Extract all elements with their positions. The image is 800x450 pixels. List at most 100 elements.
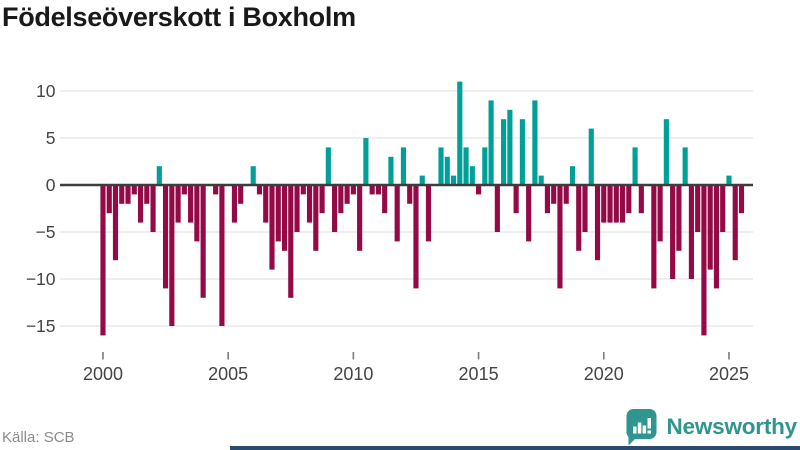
- bar-2008-Q3: [313, 185, 319, 251]
- bar-2017-Q3: [538, 175, 544, 185]
- x-axis-label-2025: 2025: [709, 364, 749, 384]
- y-axis-label--15: −15: [26, 316, 56, 336]
- bar-2016-Q3: [513, 185, 519, 214]
- bar-2025-Q3: [738, 185, 745, 214]
- bar-2001-Q4: [144, 185, 150, 204]
- bar-2025-Q1: [726, 175, 732, 185]
- bar-2020-Q4: [619, 185, 626, 223]
- bar-2006-Q2: [256, 185, 263, 195]
- x-axis-label-2005: 2005: [208, 364, 248, 384]
- bar-2006-Q3: [263, 185, 269, 223]
- bar-2023-Q4: [695, 185, 701, 232]
- bar-2001-Q3: [137, 185, 144, 223]
- bar-2024-Q3: [713, 185, 720, 289]
- bar-2010-Q1: [350, 185, 356, 195]
- bar-2015-Q3: [488, 100, 494, 185]
- bar-2010-Q2: [357, 185, 363, 251]
- bar-2019-Q1: [576, 185, 582, 251]
- bar-2018-Q1: [551, 185, 557, 204]
- bar-2007-Q1: [275, 185, 281, 242]
- bar-2024-Q2: [707, 185, 713, 270]
- y-axis-label--10: −10: [26, 269, 56, 289]
- bar-2003-Q4: [194, 185, 200, 242]
- x-axis-label-2010: 2010: [333, 364, 373, 384]
- bar-2006-Q1: [250, 166, 256, 185]
- bar-2006-Q4: [269, 185, 275, 270]
- page-title: Födelseöverskott i Boxholm: [2, 2, 356, 32]
- bar-2008-Q4: [319, 185, 325, 214]
- bar-2023-Q2: [682, 147, 688, 185]
- bar-2012-Q2: [407, 185, 413, 204]
- bar-2021-Q3: [638, 185, 644, 214]
- bar-2003-Q3: [188, 185, 194, 223]
- bar-2004-Q1: [200, 185, 206, 298]
- bar-2016-Q2: [507, 109, 513, 185]
- bar-2014-Q1: [450, 175, 457, 185]
- bar-2009-Q3: [338, 185, 344, 214]
- bottom-banner-strip: [230, 446, 800, 450]
- bar-2020-Q1: [601, 185, 607, 223]
- x-axis-label-2000: 2000: [83, 364, 123, 384]
- bar-2007-Q3: [288, 185, 294, 298]
- bar-2004-Q3: [213, 185, 219, 195]
- bar-2002-Q2: [156, 166, 162, 185]
- bar-2010-Q3: [363, 138, 369, 185]
- x-axis-label-2020: 2020: [584, 364, 624, 384]
- bar-2011-Q3: [388, 156, 394, 185]
- bar-2014-Q2: [457, 81, 463, 185]
- bar-2015-Q1: [476, 185, 482, 195]
- bar-2012-Q1: [400, 147, 407, 185]
- bar-2023-Q3: [688, 185, 694, 279]
- bar-2004-Q4: [219, 185, 225, 326]
- bar-2018-Q4: [569, 166, 576, 185]
- bar-2024-Q4: [720, 185, 726, 232]
- bar-2022-Q3: [663, 119, 669, 185]
- bar-2018-Q2: [557, 185, 563, 289]
- bar-2008-Q2: [306, 185, 313, 223]
- bar-2000-Q4: [119, 185, 125, 204]
- bar-2022-Q4: [670, 185, 676, 279]
- bar-2019-Q2: [582, 185, 588, 232]
- bar-2017-Q2: [532, 100, 538, 185]
- bar-2005-Q3: [238, 185, 244, 204]
- y-axis-label--5: −5: [36, 222, 56, 242]
- source-note: Källa: SCB: [2, 429, 75, 446]
- bar-2005-Q2: [231, 185, 238, 223]
- bar-2019-Q3: [588, 128, 594, 185]
- bar-2002-Q4: [169, 185, 175, 326]
- bar-2008-Q1: [300, 185, 306, 195]
- y-axis-label-5: 5: [46, 128, 56, 148]
- bar-2009-Q1: [325, 147, 331, 185]
- bar-2022-Q2: [657, 185, 663, 242]
- bar-2007-Q2: [281, 185, 288, 251]
- bar-2007-Q4: [294, 185, 300, 232]
- bar-2011-Q2: [382, 185, 388, 214]
- bar-2016-Q4: [519, 119, 525, 185]
- bar-2002-Q1: [150, 185, 156, 232]
- bar-2009-Q2: [332, 185, 338, 232]
- bar-2013-Q3: [438, 147, 444, 185]
- bar-2020-Q2: [607, 185, 613, 223]
- bar-2014-Q3: [463, 147, 469, 185]
- bar-2017-Q1: [526, 185, 532, 242]
- bar-2017-Q4: [544, 185, 551, 214]
- bar-2001-Q2: [131, 185, 137, 195]
- newsworthy-logo[interactable]: Newsworthy: [625, 408, 797, 446]
- bar-2013-Q1: [425, 185, 432, 242]
- bar-2015-Q4: [494, 185, 500, 232]
- bar-2021-Q1: [626, 185, 632, 214]
- bar-2000-Q1: [100, 185, 106, 336]
- bar-2013-Q4: [444, 156, 450, 185]
- bar-2018-Q3: [563, 185, 569, 204]
- bar-2012-Q4: [419, 175, 425, 185]
- bar-2009-Q4: [344, 185, 350, 204]
- bar-2012-Q3: [413, 185, 419, 289]
- newsworthy-logo-text: Newsworthy: [666, 414, 797, 439]
- bar-2025-Q2: [732, 185, 738, 261]
- bar-2003-Q1: [175, 185, 181, 223]
- bar-2002-Q3: [163, 185, 169, 289]
- bar-2020-Q3: [613, 185, 619, 223]
- bar-2010-Q4: [369, 185, 375, 195]
- bar-2021-Q2: [632, 147, 638, 185]
